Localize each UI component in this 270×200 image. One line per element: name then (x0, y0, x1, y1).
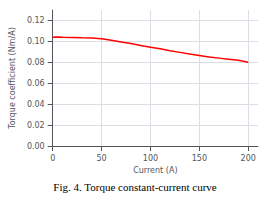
svg-text:Fig. 4. Torque constant-curren: Fig. 4. Torque constant-current curve (53, 181, 216, 193)
svg-text:150: 150 (192, 154, 207, 163)
svg-text:0.06: 0.06 (27, 79, 45, 88)
svg-text:0.00: 0.00 (27, 142, 45, 151)
svg-text:200: 200 (241, 154, 256, 163)
svg-text:Current (A): Current (A) (133, 166, 177, 175)
svg-text:0.08: 0.08 (27, 58, 45, 67)
svg-text:100: 100 (143, 154, 158, 163)
svg-text:0.12: 0.12 (27, 16, 45, 25)
svg-text:50: 50 (96, 154, 106, 163)
svg-text:0.02: 0.02 (27, 121, 45, 130)
svg-text:0.10: 0.10 (27, 37, 45, 46)
svg-text:0.04: 0.04 (27, 100, 45, 109)
svg-text:Torque coefficient (Nm/A): Torque coefficient (Nm/A) (8, 27, 17, 130)
svg-text:0: 0 (50, 154, 55, 163)
